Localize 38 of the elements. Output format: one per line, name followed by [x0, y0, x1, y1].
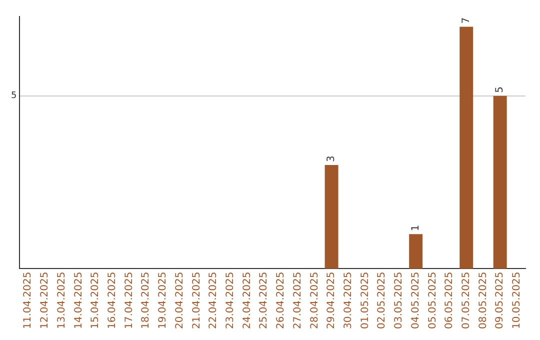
x-tick-label: 15.04.2025	[90, 272, 102, 330]
data-label: 1	[410, 224, 422, 232]
x-tick-label: 27.04.2025	[292, 272, 304, 330]
x-tick-label: 02.05.2025	[376, 272, 388, 330]
bar	[324, 165, 338, 269]
x-tick-label: 17.04.2025	[124, 272, 135, 330]
x-tick-label: 12.04.2025	[40, 272, 51, 330]
x-tick-label: 29.04.2025	[326, 272, 338, 330]
x-tick-label: 09.05.2025	[494, 272, 506, 330]
bar	[409, 234, 423, 269]
x-tick-label: 20.04.2025	[174, 272, 186, 330]
x-tick-label: 05.05.2025	[427, 272, 438, 330]
data-label: 3	[326, 156, 338, 162]
x-tick-label: 30.04.2025	[342, 272, 354, 330]
x-tick-label: 13.04.2025	[56, 272, 68, 330]
x-tick-label: 25.04.2025	[258, 272, 270, 330]
x-tick-label: 01.05.2025	[360, 272, 371, 330]
x-tick-label: 03.05.2025	[394, 272, 405, 330]
x-tick-label: 08.05.2025	[478, 272, 489, 330]
x-tick-label: 18.04.2025	[140, 272, 152, 330]
x-tick-label: 10.05.2025	[512, 272, 523, 330]
x-tick-label: 19.04.2025	[158, 272, 169, 330]
bar	[460, 26, 474, 269]
x-tick-label: 26.04.2025	[276, 272, 287, 330]
x-tick-label: 28.04.2025	[309, 272, 320, 330]
x-tick-label: 04.05.2025	[410, 272, 422, 330]
x-tick-label: 16.04.2025	[107, 272, 118, 330]
x-tick-label: 24.04.2025	[242, 272, 253, 330]
x-tick-label: 06.05.2025	[444, 272, 456, 330]
data-label: 5	[494, 86, 506, 93]
x-tick-label: 14.04.2025	[73, 272, 84, 330]
x-tick-label: 11.04.2025	[22, 272, 34, 330]
bar	[493, 96, 507, 269]
x-tick-label: 07.05.2025	[460, 272, 472, 330]
x-tick-label: 21.04.2025	[191, 272, 202, 330]
x-tick-label: 22.04.2025	[208, 272, 220, 330]
x-tick-label: 23.04.2025	[225, 272, 236, 330]
data-label: 7	[460, 17, 472, 24]
